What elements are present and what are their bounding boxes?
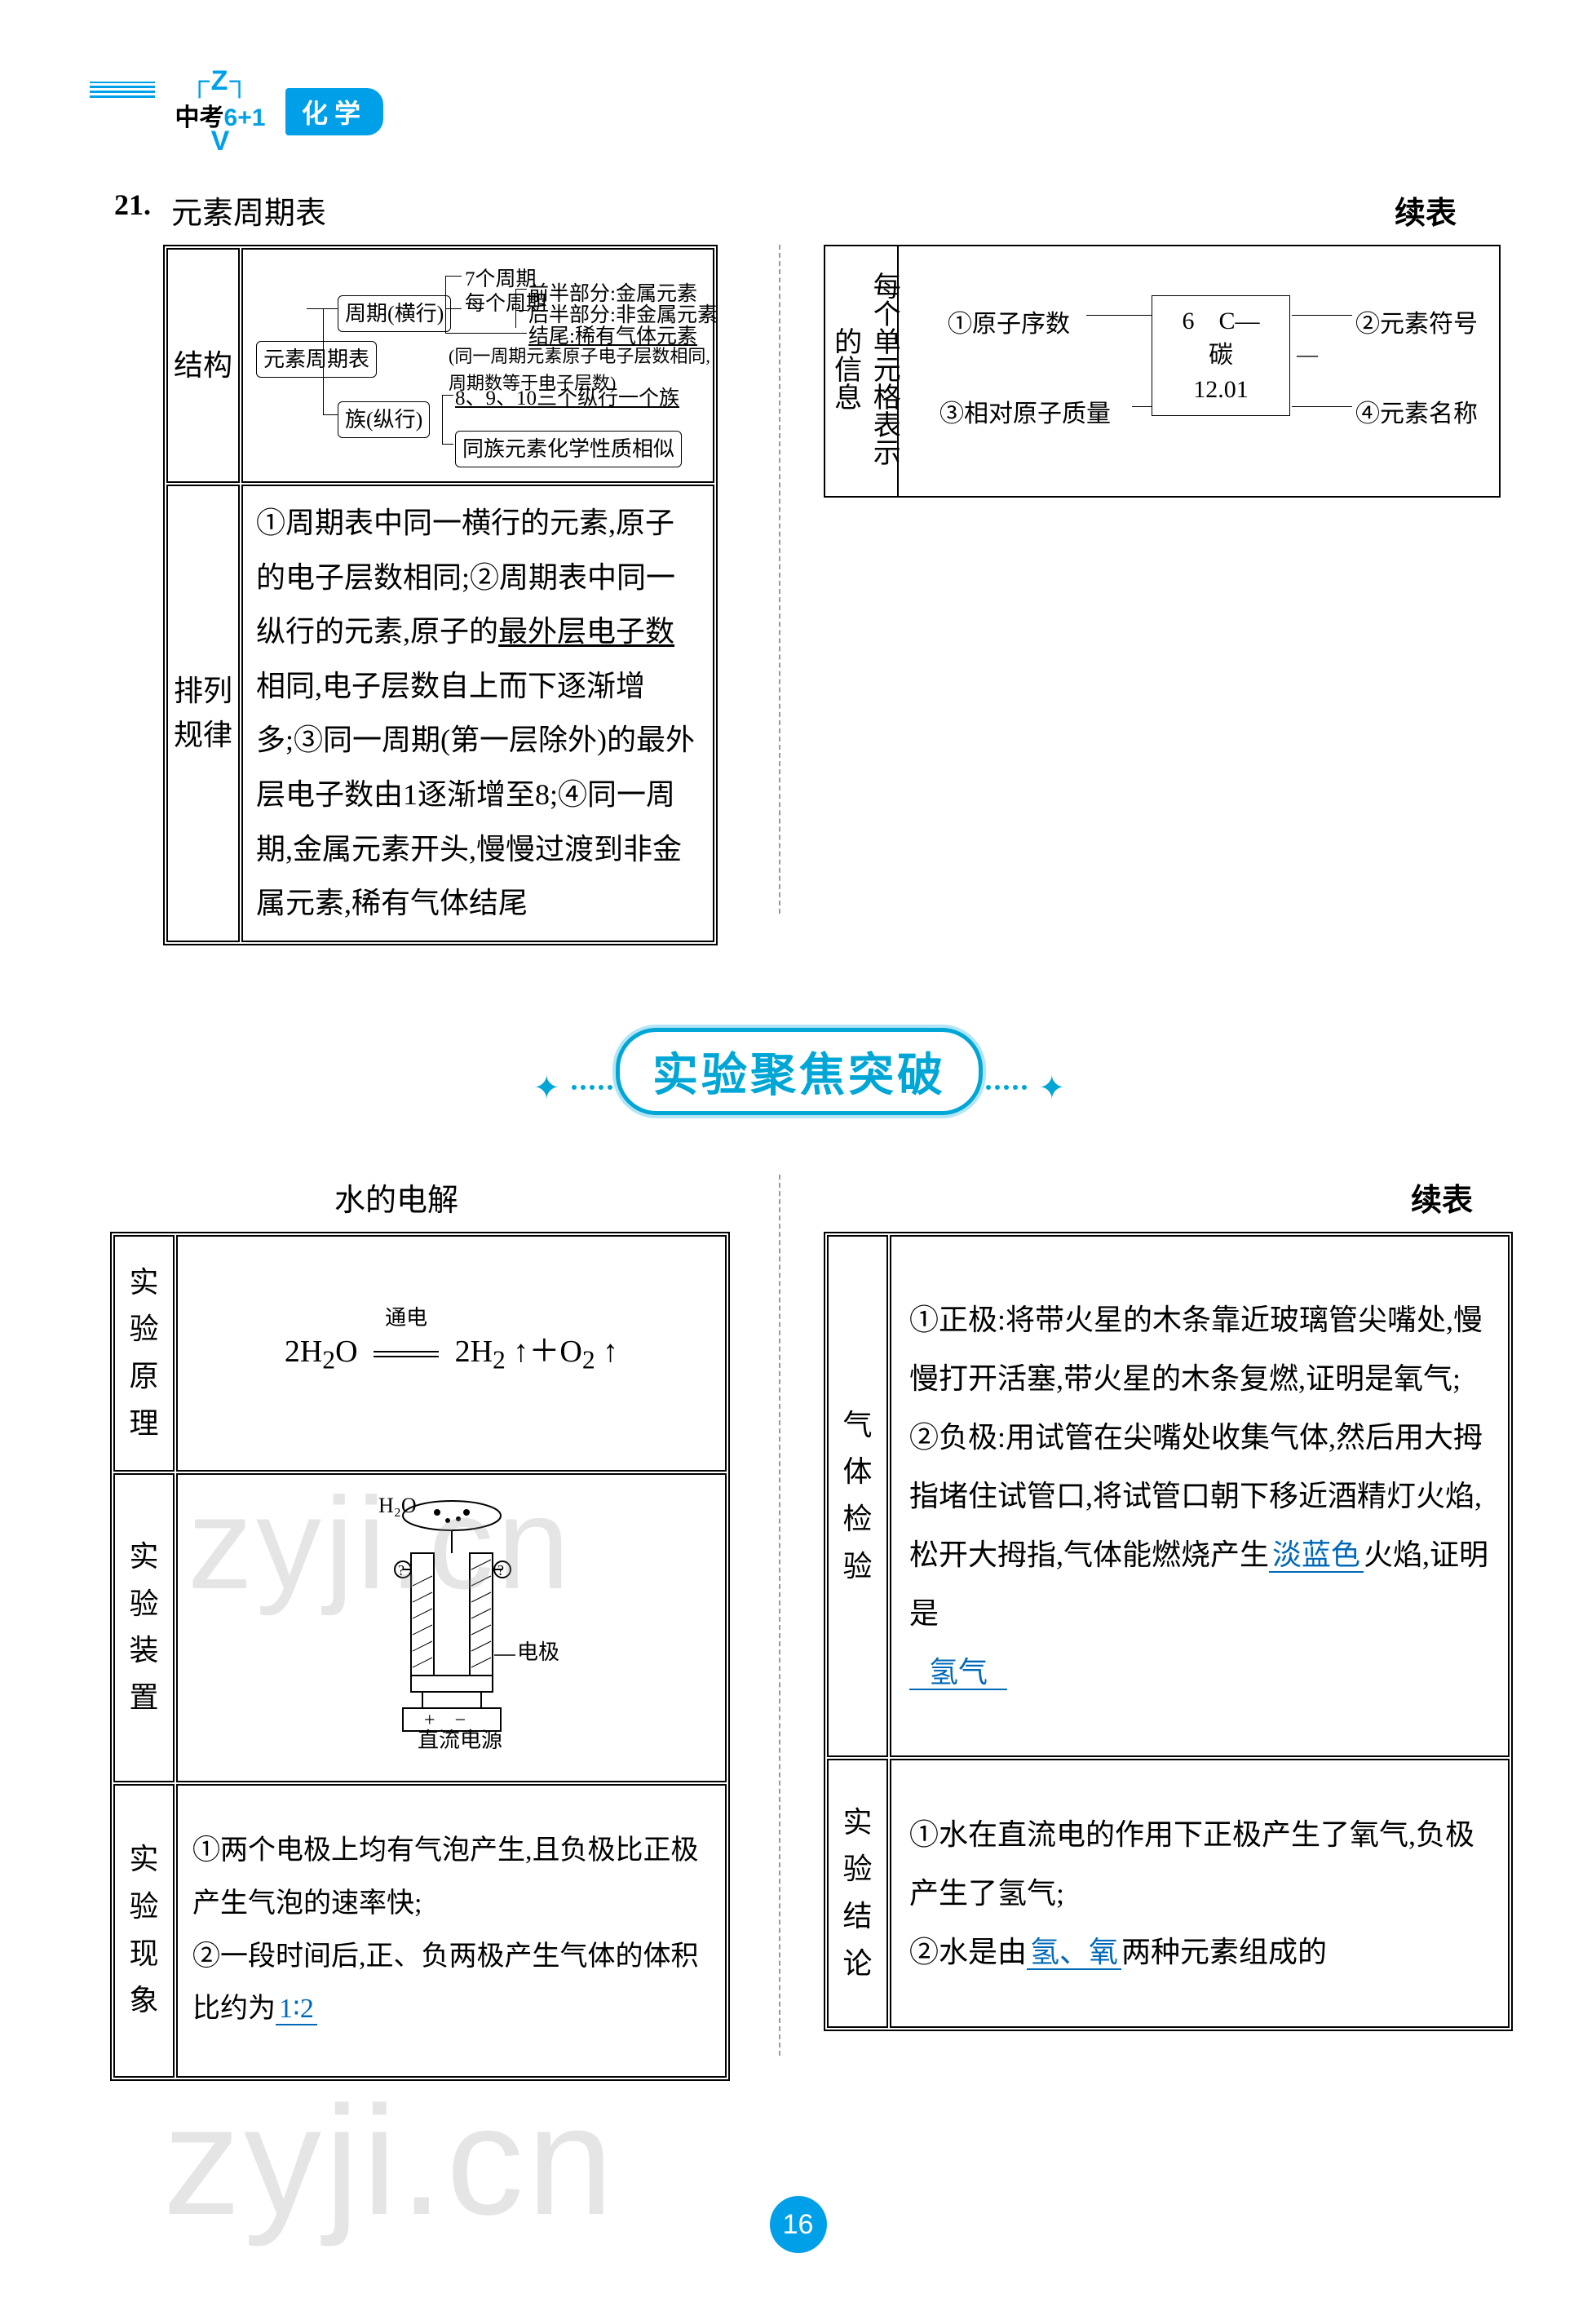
page-header: ┌Z┐ 中考6+1 V 化 学	[90, 65, 579, 147]
conclusion-label-text: 实验结论	[835, 1800, 880, 1987]
banner-star-l: ✦	[533, 1069, 560, 1106]
electrode-label: 电极	[517, 1640, 559, 1664]
eq-r3: ↑	[595, 1335, 619, 1369]
exp-principle-label: 实验原理	[113, 1235, 175, 1472]
conclusion-label: 实验结论	[827, 1759, 888, 2028]
struct-each: 每个周期	[465, 289, 514, 320]
phenomena-text-2a: ②一段时间后,正、负两极产生气体的体积比约为	[192, 1941, 699, 2025]
electrolysis-apparatus-icon: H₂O ? ?	[281, 1488, 623, 1749]
column-divider-bottom	[779, 1175, 780, 2056]
eq-r2: ↑＋O	[506, 1335, 582, 1369]
cell-num: 6	[1182, 308, 1194, 334]
exp-principle-body: 2H2O 通电 2H2 ↑＋O2 ↑	[176, 1235, 727, 1472]
element-cell-info: 每个单元格表示的信息 ①原子序数 ③相对原子质量 ②元素符号 ④元素名称 6 C…	[824, 245, 1501, 498]
conclusion-fill: 氢、氧	[1027, 1936, 1121, 1970]
banner-title: 实验聚焦突破	[616, 1028, 983, 1115]
phenomena-text-2: ②一段时间后,正、负两极产生气体的体积比约为1∶2	[192, 1931, 710, 2036]
eq-cond: 通电	[369, 1298, 444, 1338]
decomposition-equation: 2H2O 通电 2H2 ↑＋O2 ↑	[192, 1322, 710, 1385]
experiment-left-table: 实验原理 2H2O 通电 2H2 ↑＋O2 ↑ 实验装置 H₂O	[110, 1232, 730, 2081]
struct-group: 族(纵行)	[338, 401, 430, 438]
cell-info-diagram: ①原子序数 ③相对原子质量 ②元素符号 ④元素名称 6 C— 碳 12.01 —	[899, 246, 1499, 496]
banner-dots-r	[986, 1085, 1027, 1090]
column-divider-top	[779, 245, 780, 914]
exp-apparatus-body: H₂O ? ?	[176, 1473, 727, 1782]
rules-t2: 相同,电子层数自上而下逐渐增多;③同一周期(第一层除外)的最外层电子数由1逐渐增…	[256, 670, 695, 919]
brand-v: V	[163, 133, 277, 149]
periodic-table-summary: 结构 元素周期表 周期(横行) 7个周期 每个周期 前半部分:金属元素 后半部分…	[163, 245, 718, 945]
gas-test-label-text: 气体检验	[835, 1402, 880, 1590]
conclusion-t2b: 两种元素组成的	[1121, 1936, 1327, 1968]
gas-test-fill2: 氢气	[909, 1656, 1007, 1690]
structure-diagram: 元素周期表 周期(横行) 7个周期 每个周期 前半部分:金属元素 后半部分:非金…	[256, 259, 700, 471]
page-number: 16	[770, 2196, 827, 2253]
exp-apparatus-label: 实验装置	[113, 1473, 175, 1782]
struct-label-text: 结构	[168, 343, 238, 387]
gas-test-t2: ②负极:用试管在尖嘴处收集气体,然后用大拇指堵住试管口,将试管口朝下移近酒精灯火…	[909, 1408, 1490, 1702]
rules-label: 排列规律	[166, 485, 240, 942]
exp-phenomena-label-text: 实验现象	[122, 1836, 166, 2024]
struct-label: 结构	[166, 248, 240, 483]
experiment-title: 水的电解	[334, 1175, 458, 1220]
question-title: 元素周期表	[171, 188, 326, 232]
exp-phenomena-body: ①两个电极上均有气泡产生,且负极比正极产生气泡的速率快; ②一段时间后,正、负两…	[176, 1784, 727, 2078]
eq-l1: 2H	[285, 1335, 322, 1369]
struct-g1: 8、9、10三个纵行一个族	[455, 383, 679, 414]
element-name-label: ④元素名称	[1355, 393, 1478, 429]
question-number: 21.	[114, 188, 151, 222]
struct-period: 周期(横行)	[338, 295, 451, 332]
conclusion-body: ①水在直流电的作用下正极产生了氧气,负极产生了氢气; ②水是由氢、氧两种元素组成…	[890, 1759, 1510, 2028]
gas-test-fill1: 淡蓝色	[1269, 1538, 1364, 1573]
cell-info-label-text: 每个单元格表示的信息	[825, 263, 903, 475]
eq-l2: O	[335, 1335, 357, 1369]
exp-apparatus-label-text: 实验装置	[122, 1534, 166, 1721]
struct-g2: 同族元素化学性质相似	[455, 431, 682, 467]
dc-source-label: 直流电源	[418, 1729, 502, 1749]
conclusion-t2: ②水是由氢、氧两种元素组成的	[909, 1923, 1490, 1981]
header-decor-lines	[90, 82, 155, 98]
atomic-number-label: ①原子序数	[948, 303, 1070, 339]
experiment-right-table: 气体检验 ①正极:将带火星的木条靠近玻璃管尖嘴处,慢慢打开活塞,带火星的木条复燃…	[824, 1232, 1513, 2031]
struct-body: 元素周期表 周期(横行) 7个周期 每个周期 前半部分:金属元素 后半部分:非金…	[241, 248, 714, 483]
subject-badge: 化 学	[285, 88, 383, 135]
phenomena-text-1: ①两个电极上均有气泡产生,且负极比正极产生气泡的速率快;	[192, 1825, 710, 1930]
phenomena-fill: 1∶2	[276, 1994, 317, 2025]
banner-star-r: ✦	[1038, 1069, 1066, 1106]
section-banner: ✦ 实验聚焦突破 ✦	[457, 1028, 1142, 1109]
rules-body: ①周期表中同一横行的元素,原子的电子层数相同;②周期表中同一纵行的元素,原子的最…	[241, 485, 714, 942]
struct-root: 元素周期表	[256, 341, 377, 378]
cell-mass: 12.01	[1164, 373, 1278, 407]
cell-name: 碳	[1164, 339, 1278, 373]
element-symbol-label: ②元素符号	[1355, 303, 1478, 339]
eq-r1: 2H	[455, 1335, 493, 1369]
conclusion-t2a: ②水是由	[909, 1936, 1027, 1968]
banner-dots-l	[572, 1085, 612, 1090]
gas-test-label: 气体检验	[827, 1235, 888, 1757]
cell-sym: C—	[1218, 308, 1259, 334]
rules-label-text: 排列规律	[168, 669, 238, 757]
gas-test-body: ①正极:将带火星的木条靠近玻璃管尖嘴处,慢慢打开活塞,带火星的木条复燃,证明是氧…	[890, 1235, 1510, 1757]
cell-info-label: 每个单元格表示的信息	[825, 246, 899, 496]
brand-logo: ┌Z┐ 中考6+1 V	[163, 65, 277, 139]
exp-principle-label-text: 实验原理	[122, 1259, 166, 1447]
h2o-label: H₂O	[378, 1494, 417, 1517]
gas-test-t1: ①正极:将带火星的木条靠近玻璃管尖嘴处,慢慢打开活塞,带火星的木条复燃,证明是氧…	[909, 1290, 1490, 1408]
conclusion-t1: ①水在直流电的作用下正极产生了氧气,负极产生了氢气;	[909, 1805, 1490, 1923]
continued-label-exp: 续表	[1411, 1175, 1473, 1220]
element-cell-box: 6 C— 碳 12.01	[1152, 295, 1290, 416]
brand-top: ┌Z┐	[163, 65, 277, 97]
exp-phenomena-label: 实验现象	[113, 1784, 175, 2078]
continued-label-top: 续表	[1395, 188, 1457, 232]
rules-underline: 最外层电子数	[498, 615, 674, 648]
watermark-2: zyji.cn	[163, 2072, 617, 2250]
atomic-mass-label: ③相对原子质量	[939, 393, 1111, 429]
brand-mid-b: 6+1	[224, 104, 266, 131]
